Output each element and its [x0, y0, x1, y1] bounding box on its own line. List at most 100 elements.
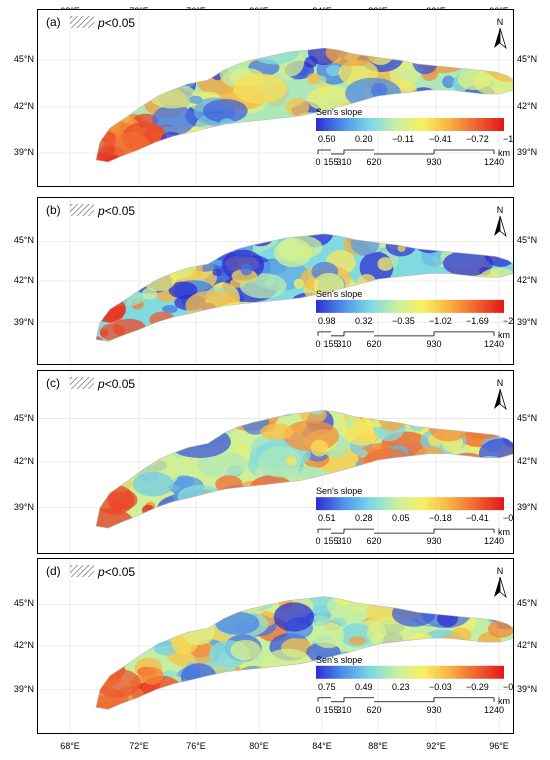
scale-tick-label: 930 — [426, 536, 441, 546]
panel-letter: (c) — [46, 376, 60, 390]
lat-tick-label: 39°N — [13, 147, 34, 157]
scale-tick-label: 620 — [366, 339, 381, 349]
legend-title: Sen's slope — [316, 486, 362, 496]
colorbar-tick-label: −0.18 — [429, 513, 452, 523]
colorbar-tick-label: 0.75 — [318, 682, 336, 692]
scale-tick-label: 620 — [366, 705, 381, 715]
map-svg: (a) p<0.05 N Sen's slope 0.50 0.20 −0.11 −0.41 −… — [38, 10, 513, 186]
scale-tick-label: 0 — [315, 705, 320, 715]
lat-tick-label: 45°N — [517, 412, 538, 423]
lat-tick-label: 39°N — [13, 683, 34, 694]
map-svg: (b) p<0.05 N Sen's slope 0.98 0.32 −0.35 −1.02 −… — [38, 198, 513, 364]
lat-tick-label: 45°N — [517, 598, 538, 609]
legend-title: Sen's slope — [316, 655, 362, 665]
colorbar-tick-label: 0.20 — [355, 134, 373, 144]
map-panel-a: (a) p<0.05 N Sen's slope 0.50 0.20 −0.11 −0.41 −… — [37, 9, 514, 187]
colorbar-tick-label: −0.03 — [429, 682, 452, 692]
scale-tick-label: 1240 — [484, 339, 504, 349]
map-panel-d: (d) p<0.05 N Sen's slope 0.75 0.49 0.23 −0.03 −0… — [37, 558, 514, 734]
colorbar-tick-label: −0.55 — [503, 682, 513, 692]
colorbar-tick-label: 0.49 — [355, 682, 373, 692]
hatch-swatch — [70, 16, 94, 28]
hatch-swatch — [70, 565, 94, 577]
colorbar-tick-label: 0.05 — [392, 513, 410, 523]
lat-tick-label: 45°N — [517, 54, 538, 64]
lat-tick-label: 42°N — [517, 640, 538, 650]
scale-tick-label: 310 — [336, 536, 351, 546]
colorbar-tick-label: −0.41 — [429, 134, 452, 144]
scale-unit: km — [498, 148, 510, 158]
scale-tick-label: 1240 — [484, 536, 504, 546]
significance-label: p<0.05 — [97, 16, 135, 30]
colorbar-tick-label: 0.98 — [318, 316, 336, 326]
colorbar-tick-label: 0.28 — [355, 513, 373, 523]
scale-tick-label: 310 — [336, 339, 351, 349]
colorbar-tick-label: −1.69 — [466, 316, 489, 326]
lat-tick-label: 39°N — [517, 316, 538, 327]
north-arrow-icon: N — [494, 566, 507, 599]
map-panel-b: (b) p<0.05 N Sen's slope 0.98 0.32 −0.35 −1.02 −… — [37, 197, 514, 365]
bottom-lon-tick-label: 84°E — [312, 741, 332, 751]
lat-tick-label: 39°N — [517, 683, 538, 694]
scale-tick-label: 155 — [323, 157, 338, 167]
lat-tick-label: 42°N — [13, 101, 34, 111]
scale-bar — [317, 331, 495, 337]
map-svg: (c) p<0.05 N Sen's slope 0.51 0.28 0.05 −0.18 −0… — [38, 371, 513, 553]
colorbar-tick-label: −1.02 — [429, 316, 452, 326]
scale-tick-label: 310 — [336, 157, 351, 167]
north-arrow-icon: N — [494, 205, 507, 238]
scale-bar — [317, 149, 495, 155]
scale-tick-label: 620 — [366, 536, 381, 546]
bottom-lon-tick-label: 96°E — [489, 741, 509, 751]
colorbar-tick-label: −0.29 — [466, 682, 489, 692]
significance-label: p<0.05 — [97, 377, 135, 391]
colorbar — [316, 118, 504, 131]
colorbar-tick-label: −1.02 — [503, 134, 513, 144]
lat-tick-label: 45°N — [13, 54, 34, 64]
lat-tick-label: 42°N — [13, 456, 34, 466]
scale-unit: km — [498, 330, 510, 340]
lat-tick-label: 42°N — [13, 640, 34, 650]
scale-tick-label: 155 — [323, 705, 338, 715]
hatch-swatch — [70, 377, 94, 389]
map-panel-c: (c) p<0.05 N Sen's slope 0.51 0.28 0.05 −0.18 −0… — [37, 370, 514, 554]
colorbar-tick-label: −0.65 — [503, 513, 513, 523]
lat-tick-label: 45°N — [517, 235, 538, 246]
legend-title: Sen's slope — [316, 289, 362, 299]
panel-letter: (d) — [46, 564, 61, 578]
scale-tick-label: 155 — [323, 536, 338, 546]
north-arrow-icon: N — [494, 17, 507, 50]
panel-letter: (b) — [46, 203, 61, 217]
lat-tick-label: 45°N — [13, 412, 34, 423]
lat-tick-label: 42°N — [517, 275, 538, 285]
scale-tick-label: 1240 — [484, 705, 504, 715]
scale-tick-label: 620 — [366, 157, 381, 167]
scale-tick-label: 310 — [336, 705, 351, 715]
colorbar — [316, 665, 504, 679]
scale-tick-label: 0 — [315, 157, 320, 167]
scale-tick-label: 155 — [323, 339, 338, 349]
scale-tick-label: 930 — [426, 705, 441, 715]
scale-tick-label: 930 — [426, 339, 441, 349]
lat-tick-label: 39°N — [517, 501, 538, 512]
colorbar — [316, 497, 504, 511]
lat-tick-label: 39°N — [517, 147, 538, 157]
north-label: N — [497, 205, 504, 215]
significance-label: p<0.05 — [97, 204, 135, 218]
bottom-lon-tick-label: 92°E — [426, 741, 446, 751]
colorbar-tick-label: −0.72 — [466, 134, 489, 144]
colorbar-tick-label: −0.41 — [466, 513, 489, 523]
colorbar-tick-label: 0.32 — [355, 316, 373, 326]
bottom-lon-tick-label: 68°E — [60, 741, 80, 751]
hatch-swatch — [70, 204, 94, 216]
map-svg: (d) p<0.05 N Sen's slope 0.75 0.49 0.23 −0.03 −0… — [38, 559, 513, 733]
lat-tick-label: 39°N — [13, 316, 34, 327]
colorbar-tick-label: −0.11 — [392, 134, 414, 144]
bottom-lon-tick-label: 72°E — [129, 741, 149, 751]
lat-tick-label: 42°N — [517, 456, 538, 466]
scale-bar — [317, 528, 495, 534]
sens-slope-raster — [96, 48, 513, 162]
colorbar-tick-label: −2.36 — [503, 316, 513, 326]
lat-tick-label: 42°N — [13, 275, 34, 285]
